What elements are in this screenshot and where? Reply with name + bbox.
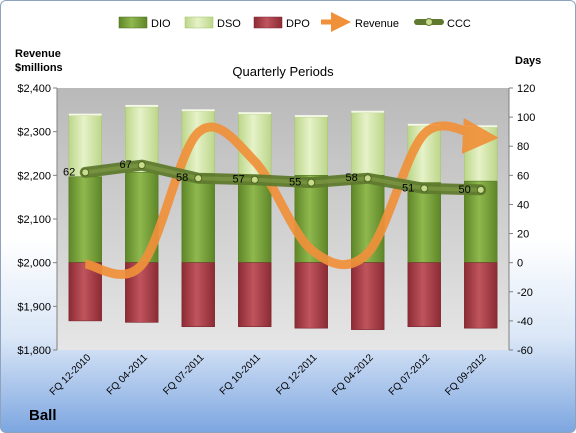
right-tick-label: 60 (517, 170, 529, 182)
right-axis-title: Days (515, 55, 541, 67)
left-tick-label: $2,100 (17, 214, 51, 226)
bar-dso-top (181, 109, 215, 112)
ccc-data-label: 58 (176, 172, 188, 184)
bar-dso (294, 116, 328, 176)
bar-dso-top (464, 125, 498, 128)
left-axis-title-line2: $millions (15, 62, 63, 74)
right-tick-label: 100 (517, 112, 535, 124)
ccc-data-label: 62 (63, 166, 75, 178)
ccc-point (476, 185, 485, 194)
x-axis-ticks: FQ 12-2010 FQ 04-2011 FQ 07-2011 FQ 10-2011… (48, 352, 489, 398)
bar-dpo (181, 262, 215, 328)
right-tick-label: 20 (517, 229, 529, 241)
legend-label-dio: DIO (151, 18, 171, 30)
legend: DIO DSO DPO Revenue CCC (118, 12, 471, 32)
x-tick-label: FQ 07-2012 (387, 352, 433, 398)
bar-dpo (464, 262, 498, 329)
legend-label-ccc: CCC (447, 18, 471, 30)
x-tick-label: FQ 04-2011 (105, 352, 150, 397)
bar-dio (181, 173, 215, 263)
right-tick-label: -60 (517, 345, 533, 357)
legend-swatch-dso (184, 16, 214, 29)
x-tick-label: FQ 07-2011 (161, 352, 206, 397)
revenue-line (84, 117, 499, 279)
bar-dso-top (68, 113, 102, 116)
ccc-data-label: 51 (402, 182, 414, 194)
right-tick-label: 120 (517, 83, 535, 95)
ccc-data-label: 55 (289, 177, 301, 189)
ccc-series: 62 67 58 57 55 58 51 50 (63, 159, 487, 196)
left-axis-ticks: $1,800 $1,900 $2,000 $2,100 $2,200 $2,300 $2,4… (17, 83, 58, 357)
company-name: Ball (29, 407, 57, 424)
x-tick-label: FQ 04-2012 (330, 352, 376, 398)
left-tick-label: $2,000 (17, 258, 51, 270)
legend-swatch-dio (118, 16, 148, 29)
right-tick-label: 0 (517, 258, 523, 270)
x-tick-label: FQ 12-2011 (274, 352, 319, 397)
ccc-data-label: 50 (459, 184, 471, 196)
x-tick-label: FQ 09-2012 (443, 352, 489, 398)
bar-dso-top (407, 123, 441, 126)
left-tick-label: $1,800 (17, 345, 51, 357)
bar-dso-top (294, 115, 328, 118)
left-tick-label: $2,300 (17, 127, 51, 139)
legend-marker-ccc (425, 18, 433, 26)
ccc-line-highlight (83, 163, 483, 192)
right-tick-label: 40 (517, 199, 529, 211)
bar-dso (351, 112, 385, 176)
right-tick-label: 80 (517, 141, 529, 153)
ccc-data-label: 57 (233, 174, 245, 186)
ccc-point (363, 174, 372, 183)
bar-dso-top (238, 112, 272, 115)
right-tick-label: -40 (517, 316, 533, 328)
bar-dpo (407, 262, 441, 328)
bar-dio (68, 176, 102, 263)
legend-swatch-dpo (253, 16, 283, 29)
ccc-point (81, 168, 90, 177)
ccc-point (307, 178, 316, 187)
legend-label-revenue: Revenue (355, 18, 399, 30)
x-tick-label: FQ 12-2010 (48, 352, 94, 398)
legend-label-dpo: DPO (286, 18, 310, 30)
ccc-data-label: 67 (120, 159, 132, 171)
bar-dso-top (351, 110, 385, 113)
left-tick-label: $2,200 (17, 170, 51, 182)
left-tick-label: $2,400 (17, 83, 51, 95)
ccc-point (420, 184, 429, 193)
bar-dso-top (125, 104, 159, 107)
right-axis-ticks: -60 -40 -20 0 20 40 60 80 100 120 (508, 83, 535, 357)
x-tick-label: FQ 10-2011 (218, 352, 263, 397)
legend-label-dso: DSO (217, 18, 241, 30)
revenue-series (84, 117, 499, 279)
right-tick-label: -20 (517, 287, 533, 299)
left-axis-title-line1: Revenue (15, 48, 61, 60)
chart-subtitle: Quarterly Periods (232, 64, 334, 79)
ccc-point (194, 174, 203, 183)
bar-dpo (351, 262, 385, 330)
ccc-data-label: 58 (346, 172, 358, 184)
ccc-point (137, 161, 146, 170)
bar-dpo (238, 262, 272, 328)
bar-dio (407, 182, 441, 263)
bar-dpo (294, 262, 328, 329)
bar-dio (238, 175, 272, 263)
left-tick-label: $1,900 (17, 301, 51, 313)
ccc-point (250, 175, 259, 184)
